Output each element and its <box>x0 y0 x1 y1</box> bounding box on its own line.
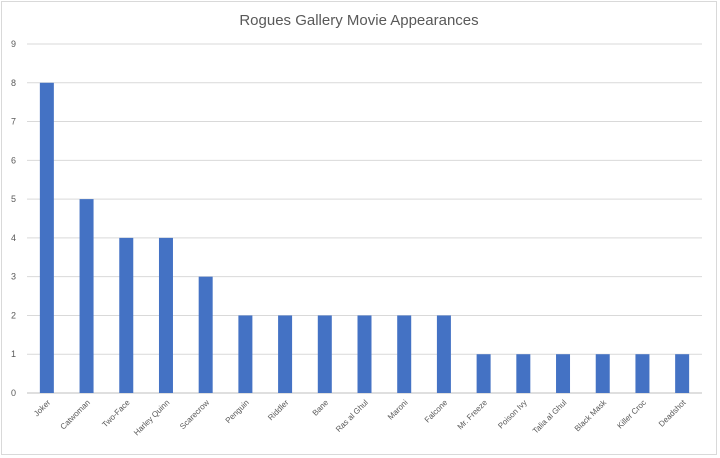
bar <box>238 315 253 393</box>
bar <box>635 354 650 393</box>
x-tick-label: Deadshot <box>657 398 688 429</box>
y-tick-label: 0 <box>11 388 16 398</box>
bar <box>556 354 571 393</box>
bar <box>39 82 54 394</box>
y-axis-ticks: 0 1 2 3 4 5 6 7 8 9 <box>11 39 16 398</box>
bar <box>79 199 94 393</box>
x-tick-label: Killer Croc <box>615 398 647 430</box>
x-tick-label: Scarecrow <box>178 398 211 431</box>
y-tick-label: 8 <box>11 78 16 88</box>
bar <box>278 315 293 393</box>
x-tick-label: Ras al Ghul <box>334 398 370 434</box>
bar <box>675 354 690 393</box>
y-tick-label: 2 <box>11 310 16 320</box>
x-tick-label: Joker <box>32 398 52 418</box>
bars <box>39 82 690 394</box>
y-tick-label: 9 <box>11 39 16 49</box>
y-tick-label: 6 <box>11 155 16 165</box>
y-tick-label: 4 <box>11 233 16 243</box>
bar <box>595 354 610 393</box>
bar <box>119 237 134 393</box>
x-tick-label: Maroni <box>386 398 410 422</box>
x-tick-label: Harley Quinn <box>132 398 171 437</box>
y-tick-label: 3 <box>11 272 16 282</box>
bar <box>436 315 451 393</box>
x-tick-label: Catwoman <box>59 398 92 431</box>
bar <box>476 354 491 393</box>
x-tick-label: Penguin <box>224 398 251 425</box>
x-axis-labels: Joker Catwoman Two-Face Harley Quinn Scarecr… <box>32 397 688 437</box>
bar <box>317 315 332 393</box>
x-tick-label: Riddler <box>266 398 291 423</box>
y-tick-label: 5 <box>11 194 16 204</box>
x-tick-label: Bane <box>311 398 331 418</box>
chart-title: Rogues Gallery Movie Appearances <box>239 12 479 29</box>
x-tick-label: Talia al Ghul <box>531 398 569 436</box>
y-tick-label: 7 <box>11 117 16 127</box>
x-tick-label: Black Mask <box>573 397 609 433</box>
bar <box>516 354 531 393</box>
x-tick-label: Poison Ivy <box>496 398 528 430</box>
bar <box>198 276 213 393</box>
bar <box>397 315 412 393</box>
bar <box>158 237 173 393</box>
x-tick-label: Two-Face <box>100 398 132 430</box>
x-tick-label: Mr. Freeze <box>456 398 490 432</box>
x-tick-label: Falcone <box>423 398 450 425</box>
y-tick-label: 1 <box>11 349 16 359</box>
bar <box>357 315 372 393</box>
